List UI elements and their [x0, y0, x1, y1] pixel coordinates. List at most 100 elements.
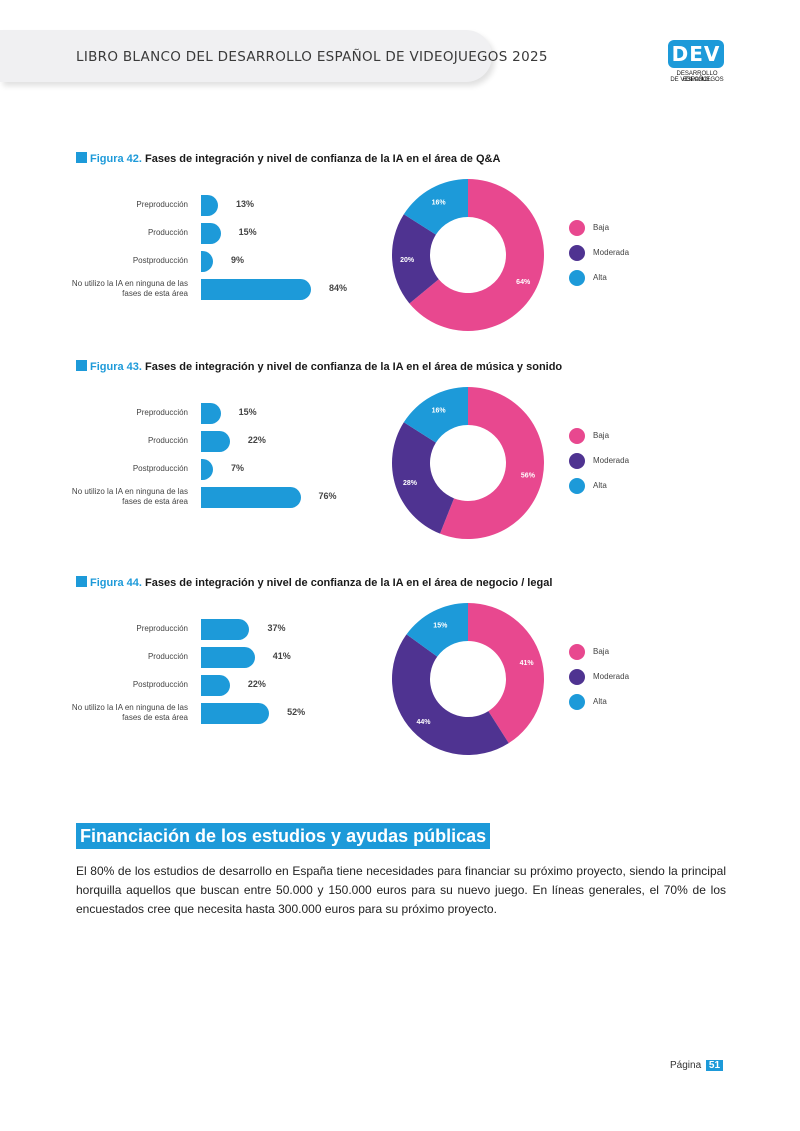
bar — [201, 647, 255, 668]
bar-value-label: 15% — [238, 407, 257, 417]
legend-swatch — [569, 270, 585, 286]
figure-title-text: Fases de integración y nivel de confianz… — [145, 153, 501, 165]
phase-label: Postproducción — [132, 464, 188, 473]
phase-label: Postproducción — [132, 680, 188, 689]
figure-number: Figura 44. — [90, 577, 142, 589]
phase-label: Postproducción — [132, 256, 188, 265]
phase-label: Producción — [147, 228, 188, 237]
legend-swatch — [569, 245, 585, 261]
bar-value-label: 15% — [238, 227, 257, 237]
legend-label: Alta — [593, 481, 607, 490]
phase-label: Preproducción — [136, 624, 188, 633]
bar — [201, 223, 221, 244]
donut-chart: 56% 28% 16% — [392, 387, 544, 539]
figure-marker — [76, 152, 87, 163]
dev-logo: DEV DESARROLLO ESPAÑOL DE VIDEOJUEGOS — [666, 40, 726, 84]
page-number-value: 51 — [705, 1060, 724, 1071]
bar — [201, 487, 301, 508]
bar-value-label: 84% — [329, 283, 348, 293]
donut-slice-moderada — [392, 634, 509, 755]
legend-label: Moderada — [593, 248, 630, 257]
page-label: Página — [670, 1060, 702, 1071]
bar-value-label: 9% — [231, 255, 245, 265]
phase-label: fases de esta área — [122, 289, 188, 298]
page-number: Página 51 — [670, 1060, 724, 1071]
bar-value-label: 13% — [236, 199, 255, 209]
donut-value-label: 28% — [403, 480, 418, 487]
donut-slice-moderada — [392, 214, 439, 304]
phase-label: Preproducción — [136, 200, 188, 209]
figure-title-text: Fases de integración y nivel de confianz… — [145, 577, 553, 589]
donut-chart: 64% 20% 16% — [392, 179, 544, 331]
phase-label: No utilizo la IA en ninguna de las — [71, 487, 188, 496]
logo-subtitle-1: DESARROLLO ESPAÑOL — [676, 71, 718, 83]
bar — [201, 703, 270, 724]
legend-label: Baja — [593, 647, 610, 656]
bar-value-label: 22% — [247, 679, 266, 689]
donut-value-label: 16% — [432, 408, 447, 415]
legend-label: Alta — [593, 697, 607, 706]
bar — [201, 403, 221, 424]
donut-value-label: 64% — [516, 279, 531, 286]
bar-value-label: 52% — [287, 707, 306, 717]
figure-number: Figura 43. — [90, 361, 142, 373]
bar-value-label: 7% — [231, 463, 245, 473]
bar-value-label: 37% — [267, 623, 286, 633]
donut-chart: 41% 44% 15% — [392, 603, 545, 755]
bar — [201, 195, 219, 216]
donut-slice-moderada — [392, 422, 455, 534]
donut-value-label: 15% — [433, 623, 448, 630]
legend-swatch — [569, 478, 585, 494]
legend-swatch — [569, 220, 585, 236]
figure-marker — [76, 360, 87, 371]
bar-value-label: 41% — [272, 651, 291, 661]
legend-swatch — [569, 669, 585, 685]
legend-label: Alta — [593, 273, 607, 282]
donut-value-label: 56% — [521, 472, 536, 479]
legend-label: Baja — [593, 431, 610, 440]
legend-swatch — [569, 428, 585, 444]
bar — [201, 279, 312, 300]
section-body: El 80% de los estudios de desarrollo en … — [76, 864, 726, 916]
phase-label: Preproducción — [136, 408, 188, 417]
legend-swatch — [569, 644, 585, 660]
donut-slice-alta — [406, 603, 468, 657]
legend-label: Moderada — [593, 456, 630, 465]
logo-mark: DEV — [668, 40, 724, 68]
phase-label: No utilizo la IA en ninguna de las — [71, 279, 188, 288]
figure-title: Figura 44. Fases de integración y nivel … — [76, 576, 552, 589]
donut-value-label: 20% — [400, 257, 415, 264]
figure-marker — [76, 576, 87, 587]
section-title: Financiación de los estudios y ayudas pú… — [76, 823, 491, 849]
bar-value-label: 22% — [247, 435, 266, 445]
legend-swatch — [569, 453, 585, 469]
donut-value-label: 44% — [417, 719, 432, 726]
figure-title-text: Fases de integración y nivel de confianz… — [145, 361, 563, 373]
legend-label: Baja — [593, 223, 610, 232]
phase-label: No utilizo la IA en ninguna de las — [71, 703, 188, 712]
phase-label: Producción — [147, 652, 188, 661]
header-tab — [0, 30, 492, 82]
legend-label: Moderada — [593, 672, 630, 681]
donut-slice-baja — [409, 179, 544, 331]
header-title: LIBRO BLANCO DEL DESARROLLO ESPAÑOL DE V… — [76, 49, 548, 65]
phase-label: fases de esta área — [122, 713, 188, 722]
bar — [201, 675, 230, 696]
donut-slice-baja — [468, 603, 545, 744]
figure-number: Figura 42. — [90, 153, 142, 165]
donut-slice-alta — [403, 387, 468, 443]
donut-value-label: 41% — [520, 660, 535, 667]
bar-value-label: 76% — [318, 491, 337, 501]
donut-slice-baja — [440, 387, 544, 539]
bar — [201, 431, 230, 452]
bar — [201, 251, 213, 272]
phase-label: Producción — [147, 436, 188, 445]
bar — [201, 459, 213, 480]
figure-title: Figura 43. Fases de integración y nivel … — [76, 360, 562, 373]
phase-label: fases de esta área — [122, 497, 188, 506]
legend-swatch — [569, 694, 585, 710]
donut-value-label: 16% — [432, 200, 447, 207]
logo-subtitle-2: DE VIDEOJUEGOS — [670, 77, 724, 83]
bar — [201, 619, 250, 640]
figure-title: Figura 42. Fases de integración y nivel … — [76, 152, 500, 165]
